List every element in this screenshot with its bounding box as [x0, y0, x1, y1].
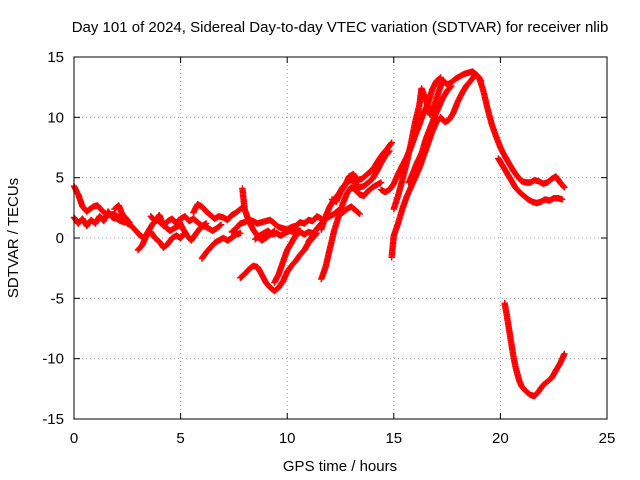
series-arc-04 [134, 228, 189, 254]
data-point [377, 179, 385, 186]
series-arc-07 [190, 201, 248, 224]
series-arc-22 [495, 155, 566, 207]
x-tick-label: 0 [70, 430, 78, 447]
series-arc-18 [388, 71, 568, 261]
data-point [237, 230, 244, 237]
series-arc-02 [70, 208, 129, 230]
y-tick-label: -5 [51, 290, 64, 307]
x-axis-label: GPS time / hours [283, 458, 397, 475]
data-point [559, 196, 566, 203]
y-tick-label: 10 [47, 109, 64, 126]
data-point [560, 183, 567, 190]
plot-frame [73, 56, 608, 420]
y-tick-label: 5 [56, 170, 64, 187]
data-point [478, 77, 485, 85]
data-point [216, 222, 224, 229]
series-arc-15 [318, 179, 385, 283]
data-point [561, 184, 568, 191]
y-axis-tick-labels: -15 -10 -5 0 5 10 15 [42, 49, 64, 428]
data-point [437, 74, 444, 81]
x-tick-label: 5 [176, 430, 184, 447]
data-point [388, 139, 395, 146]
x-axis-tick-labels: 0 5 10 15 20 25 [70, 430, 616, 447]
series-arc-17 [328, 139, 395, 205]
data-point [217, 221, 225, 228]
data-point [561, 350, 568, 357]
series-arc-16 [305, 203, 363, 245]
data-point [294, 225, 302, 232]
data-point [293, 226, 300, 233]
y-tick-label: 0 [56, 230, 64, 247]
data-point [448, 82, 455, 90]
data-point [436, 75, 443, 82]
x-tick-label: 15 [385, 430, 402, 447]
series-arc-08 [198, 230, 244, 262]
series-arc-13 [252, 225, 302, 243]
series-arc-23 [501, 300, 568, 400]
data-point [356, 210, 363, 218]
series-arc-21 [405, 82, 455, 186]
chart-title: Day 101 of 2024, Sidereal Day-to-day VTE… [72, 19, 609, 36]
y-axis-label: SDTVAR / TECUs [5, 178, 22, 298]
data-markers [70, 68, 568, 400]
series-arc-12 [271, 228, 316, 286]
series-arc-06 [175, 216, 225, 244]
series-arc-19 [390, 68, 485, 213]
x-tick-label: 25 [599, 430, 616, 447]
x-tick-label: 20 [492, 430, 509, 447]
y-tick-label: 15 [47, 49, 64, 66]
data-point [447, 83, 454, 91]
y-tick-label: -10 [42, 351, 64, 368]
series-arc-20 [377, 74, 444, 196]
data-point [355, 209, 362, 217]
y-tick-label: -15 [42, 411, 64, 428]
x-tick-label: 10 [279, 430, 296, 447]
